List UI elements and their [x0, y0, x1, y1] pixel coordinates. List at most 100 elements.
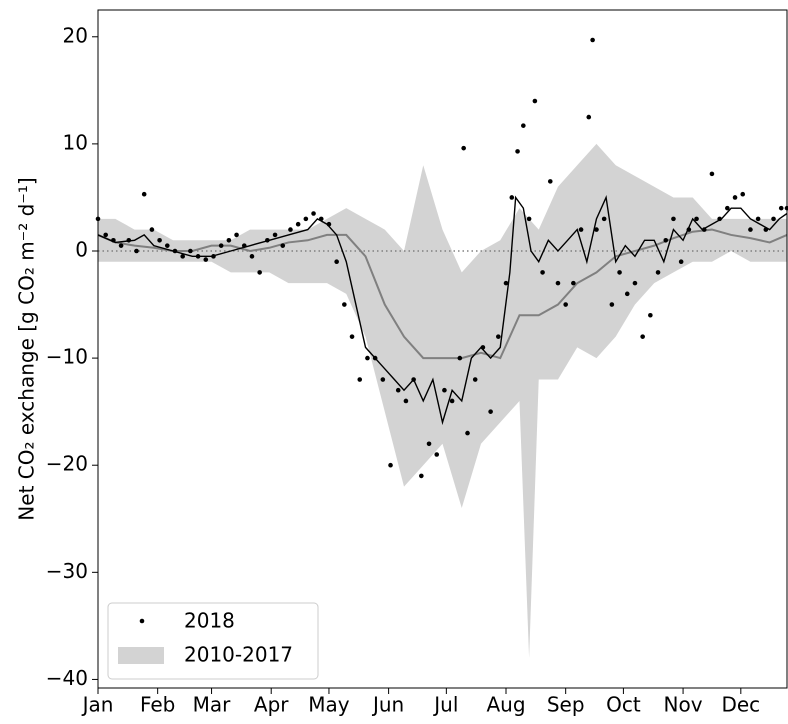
data-point — [318, 216, 324, 222]
data-point — [265, 237, 270, 243]
data-point — [594, 227, 599, 232]
data-point — [601, 216, 607, 222]
data-point — [740, 191, 746, 197]
data-point — [203, 257, 209, 262]
data-point — [496, 334, 501, 339]
data-point — [118, 243, 124, 248]
data-point — [755, 216, 761, 222]
data-point — [488, 409, 493, 414]
data-point — [211, 254, 216, 259]
data-point — [257, 270, 262, 275]
y-tick-label: −30 — [46, 559, 88, 583]
data-point — [426, 441, 432, 447]
data-point — [249, 254, 255, 259]
x-tick-label: Feb — [140, 693, 175, 717]
data-point — [457, 355, 463, 361]
data-point — [617, 270, 622, 275]
y-tick-label: −20 — [46, 452, 88, 476]
x-tick-label: Sep — [547, 693, 585, 717]
data-point — [164, 243, 170, 248]
data-point — [590, 37, 595, 43]
data-point — [180, 254, 185, 259]
data-point — [234, 232, 239, 238]
data-point — [686, 227, 692, 232]
legend-label: 2010-2017 — [184, 643, 293, 667]
data-point — [709, 171, 715, 177]
data-point — [342, 302, 347, 307]
data-point — [241, 243, 247, 248]
x-tick-label: Dec — [721, 693, 760, 717]
data-point — [521, 123, 526, 128]
data-point — [526, 216, 532, 222]
data-point — [578, 227, 584, 232]
x-tick-label: Nov — [664, 693, 703, 717]
data-point — [748, 227, 753, 232]
mean-line — [97, 228, 788, 360]
data-point — [365, 355, 370, 361]
data-point — [763, 227, 769, 232]
data-point — [157, 237, 162, 243]
data-point — [624, 291, 630, 297]
data-point — [655, 270, 661, 275]
data-point — [434, 452, 440, 457]
data-point — [419, 473, 424, 479]
data-point — [288, 227, 293, 232]
data-point — [449, 398, 455, 404]
plot-frame — [97, 9, 788, 689]
legend-swatch — [118, 647, 164, 664]
data-point — [532, 98, 538, 104]
y-axis-label: Net CO₂ exchange [g CO₂ m⁻² d⁻¹] — [15, 177, 39, 520]
legend-marker — [139, 618, 145, 624]
x-tick-label: Aug — [486, 693, 525, 717]
y-tick-label: 0 — [75, 237, 88, 261]
data-point — [648, 312, 653, 318]
data-point — [442, 387, 447, 393]
y-tick-label: 20 — [63, 23, 88, 47]
data-point — [134, 248, 139, 254]
data-point — [272, 232, 278, 238]
y-tick-label: −40 — [46, 666, 88, 690]
data-point — [188, 248, 193, 254]
data-point — [778, 205, 784, 211]
data-point — [111, 237, 116, 243]
data-point — [326, 221, 332, 227]
data-point — [586, 114, 592, 120]
data-point — [503, 280, 509, 286]
data-point — [226, 237, 232, 243]
data-point — [126, 237, 132, 243]
data-point — [732, 195, 738, 200]
data-point — [395, 387, 401, 393]
data-point — [609, 302, 615, 307]
data-point — [571, 280, 576, 286]
data-point — [771, 216, 776, 222]
data-point — [380, 377, 386, 382]
x-tick-label: Jul — [432, 693, 458, 717]
data-point — [717, 216, 722, 222]
data-point — [303, 216, 309, 222]
data-point — [141, 191, 147, 197]
data-point — [640, 334, 645, 339]
data-point — [334, 259, 339, 265]
data-point — [701, 227, 707, 232]
data-point — [671, 216, 676, 222]
data-point — [195, 254, 201, 259]
y-tick-label: −10 — [46, 345, 88, 369]
data-point — [678, 259, 684, 265]
x-tick-label: May — [308, 693, 350, 717]
data-point — [694, 216, 699, 222]
data-point — [103, 232, 108, 238]
x-tick-label: Apr — [254, 693, 289, 717]
data-point — [515, 149, 520, 154]
data-point — [172, 248, 178, 254]
data-point — [295, 221, 301, 227]
data-point — [280, 243, 286, 248]
data-point — [411, 377, 416, 382]
data-point — [349, 334, 355, 339]
range-band — [98, 143, 787, 659]
x-tick-label: Jan — [81, 693, 114, 717]
x-tick-label: Jun — [371, 693, 404, 717]
data-point — [663, 237, 669, 243]
data-point — [725, 205, 730, 211]
data-point — [632, 280, 638, 286]
